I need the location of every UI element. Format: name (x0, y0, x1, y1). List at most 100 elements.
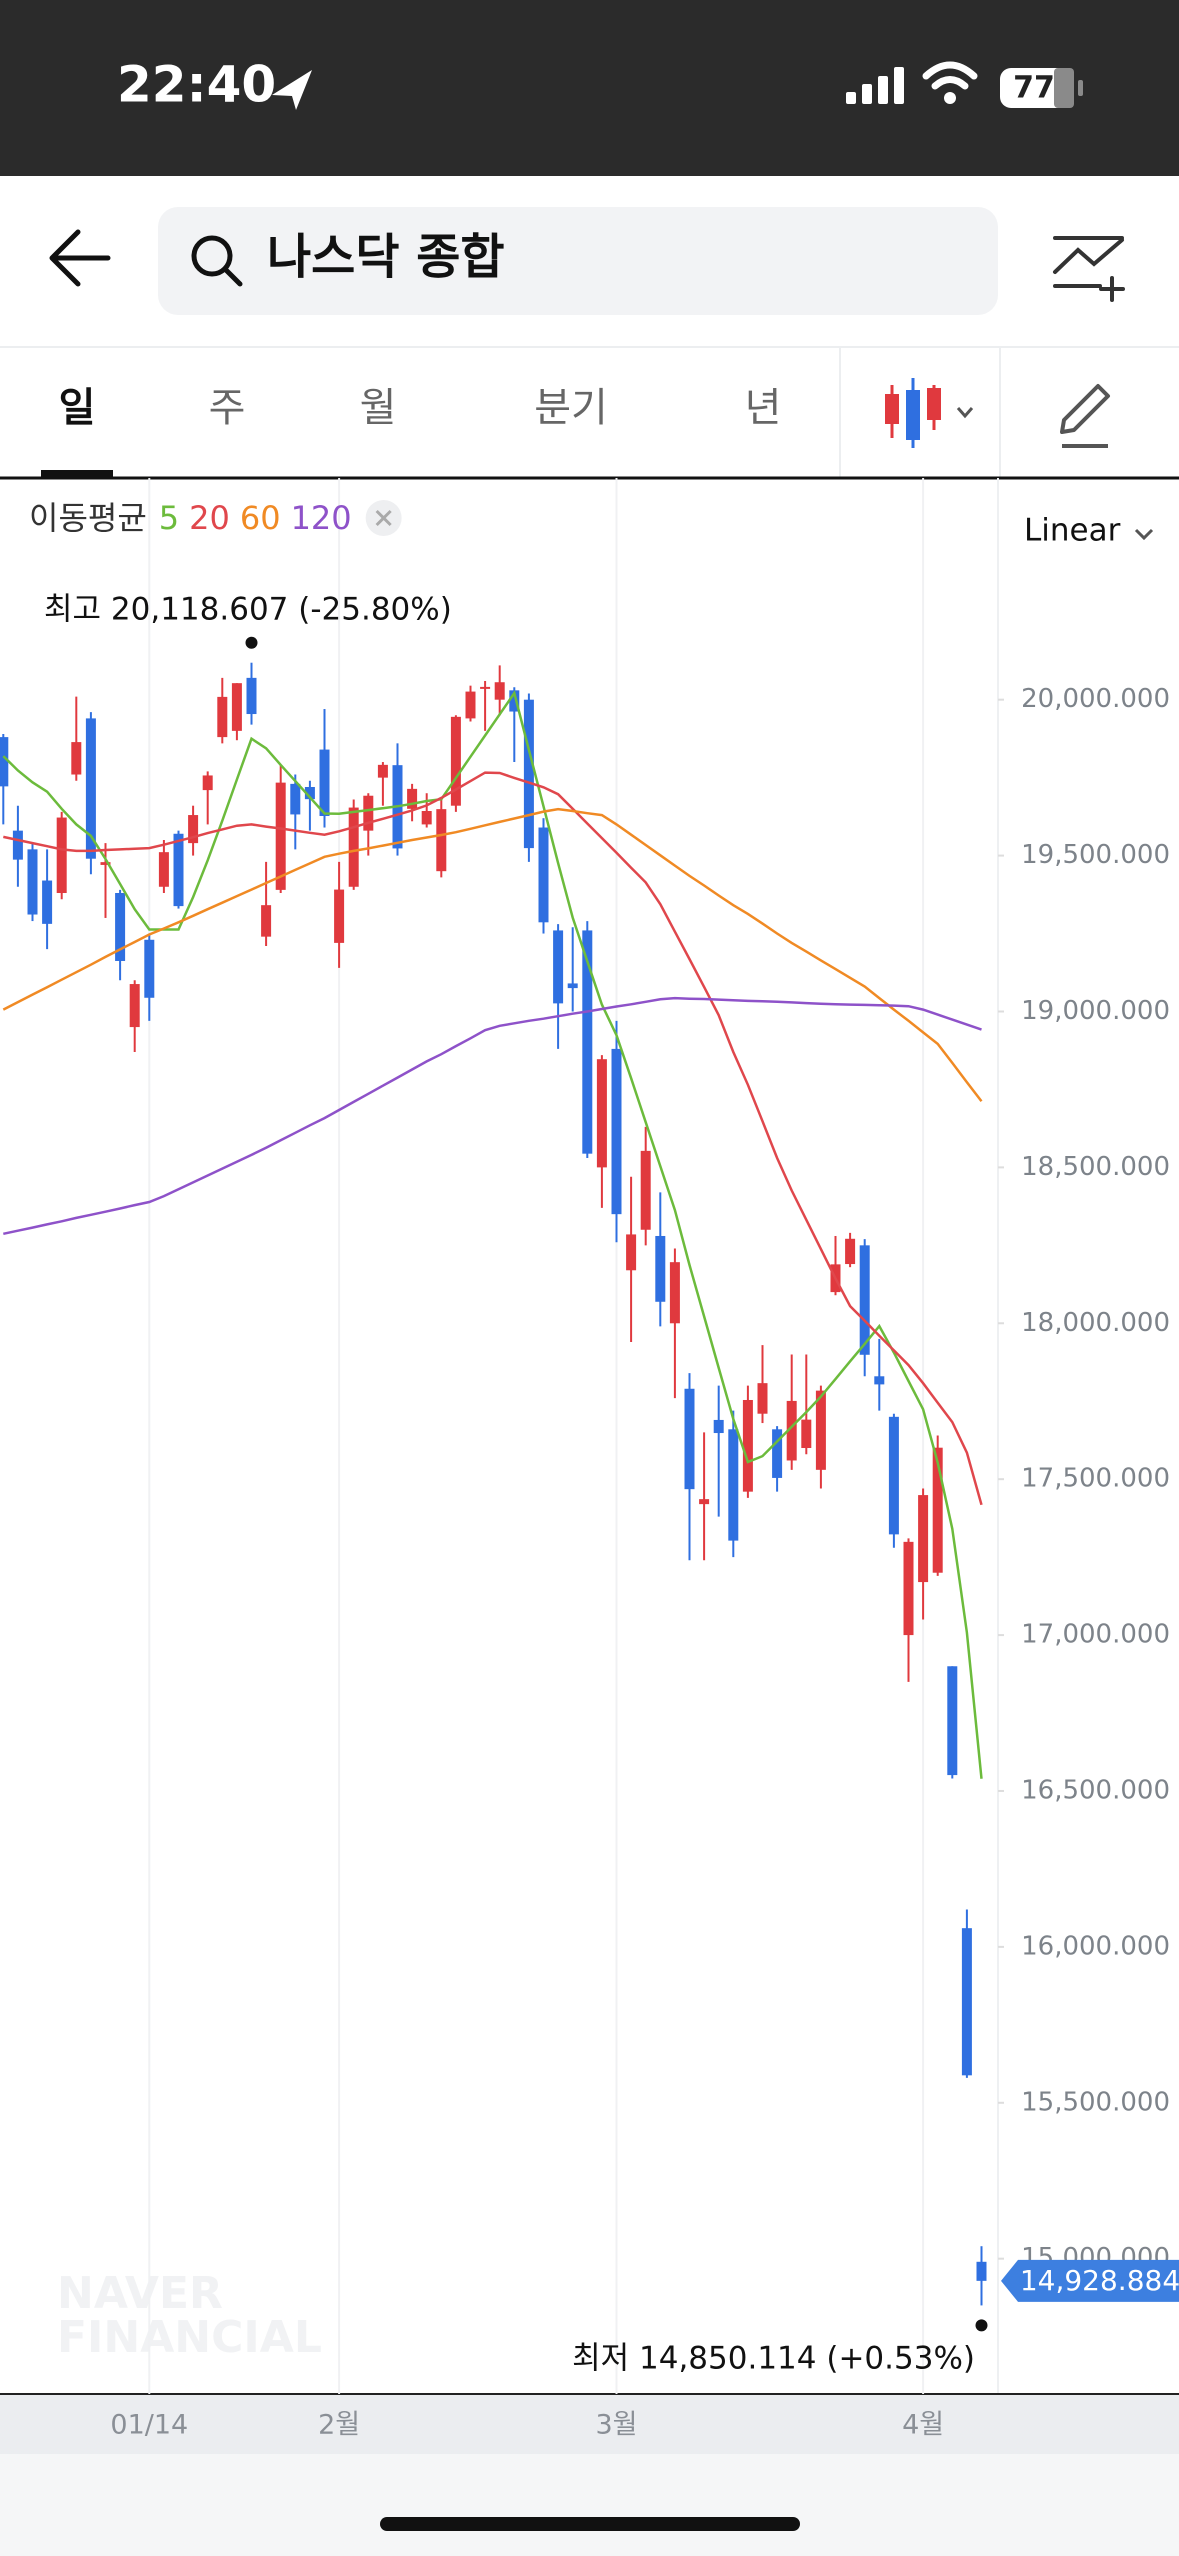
home-indicator (380, 2517, 800, 2531)
candle-body (713, 1419, 724, 1434)
candle-body (188, 815, 199, 844)
x-tick-label: 01/14 (110, 2410, 188, 2441)
candle-body (290, 783, 301, 815)
candle-body (348, 807, 359, 887)
watermark: NAVER (57, 2268, 223, 2319)
candle-body (611, 1048, 622, 1215)
candle-body (626, 1234, 637, 1271)
candle-body (480, 686, 491, 689)
y-tick-label: 15,500.000 (1021, 2087, 1170, 2117)
candle-body (0, 737, 9, 787)
ma-line (2, 807, 983, 1103)
candle-body (71, 742, 82, 775)
candle-body (874, 1376, 885, 1385)
candle-body (144, 939, 155, 998)
search-icon (191, 235, 233, 277)
last-price-tag (1001, 2259, 1179, 2302)
legend-entry: 120 (291, 499, 352, 537)
candle-body (12, 830, 23, 860)
legend-entry: 5 (159, 499, 179, 537)
candle-body (888, 1416, 899, 1535)
candle-body (363, 795, 374, 831)
y-tick-label: 16,000.000 (1021, 1931, 1170, 1961)
tab[interactable]: 월 (360, 385, 397, 431)
candle-body (246, 677, 257, 715)
scale-toggle[interactable]: Linear (1024, 513, 1121, 549)
candle-body (202, 775, 213, 791)
candle-body (494, 682, 505, 700)
signal-icon (846, 67, 904, 104)
candle-body (947, 1666, 958, 1776)
y-tick-label: 19,000.000 (1021, 996, 1170, 1026)
tab[interactable]: 주 (209, 385, 246, 431)
candle-body (129, 984, 140, 1028)
y-tick-label: 18,500.000 (1021, 1152, 1170, 1182)
candle-body (903, 1541, 914, 1636)
candle-body (961, 1928, 972, 2076)
candle-body (85, 718, 96, 859)
tab[interactable]: 일 (59, 385, 96, 431)
legend-close-x (375, 509, 392, 527)
ma-line (2, 690, 983, 1779)
x-tick-label: 4월 (902, 2410, 944, 2441)
candle-body (567, 983, 578, 989)
location-icon (272, 70, 312, 110)
tab[interactable]: 년 (745, 385, 782, 431)
candle-body (859, 1245, 870, 1355)
candle-body (918, 1495, 929, 1583)
tab-underline (41, 470, 113, 478)
wifi-icon (922, 61, 978, 90)
candle-body (158, 852, 169, 887)
candle-body (757, 1383, 768, 1414)
candle-body (377, 764, 388, 778)
ma-legend-label: 이동평균 (29, 499, 147, 537)
battery-empty (1054, 68, 1074, 108)
battery-level: 77 (1013, 71, 1055, 106)
candle-body (684, 1388, 695, 1490)
search-text: 나스닥 종합 (267, 229, 505, 285)
candle-body (319, 749, 330, 816)
candle-body (27, 849, 38, 915)
candle-body (772, 1429, 783, 1478)
legend-entry: 20 (189, 499, 230, 537)
high-marker (245, 636, 258, 649)
candle-type-icon[interactable] (885, 378, 974, 448)
candle-body (465, 691, 476, 719)
candle-body (450, 716, 461, 806)
search-icon-handle (222, 266, 243, 287)
legend-entry: 60 (240, 499, 281, 537)
candle-body (334, 889, 345, 943)
watermark: FINANCIAL (57, 2312, 322, 2363)
candle-body (56, 817, 67, 894)
draw-icon[interactable] (1060, 384, 1110, 448)
ma-line (3, 996, 982, 1236)
tab[interactable]: 분기 (534, 385, 608, 431)
candle-body (655, 1235, 666, 1302)
y-tick-label: 19,500.000 (1021, 840, 1170, 870)
candle-body (261, 905, 272, 937)
candle-body (786, 1400, 797, 1461)
candle-body (115, 893, 126, 961)
x-tick-label: 2월 (318, 2410, 360, 2441)
candle-body (523, 699, 534, 849)
candle-body (640, 1150, 651, 1230)
back-button[interactable] (49, 229, 111, 287)
candle-body (509, 690, 520, 712)
y-tick-label: 20,000.000 (1021, 684, 1170, 714)
y-tick-label: 17,000.000 (1021, 1620, 1170, 1650)
candle-body (669, 1262, 680, 1324)
candle-body (815, 1390, 826, 1470)
candle-body (304, 786, 315, 800)
candle-body (699, 1499, 710, 1505)
search-box[interactable] (158, 207, 998, 315)
candle-body (436, 809, 447, 872)
candle-body (801, 1419, 812, 1449)
candle-body (421, 811, 432, 825)
low-label: 최저 14,850.114 (+0.53%) (572, 2341, 975, 2377)
scale-chevron (1134, 528, 1154, 541)
candle-body (742, 1399, 753, 1492)
compare-icon[interactable] (1053, 236, 1125, 302)
last-price-label: 14,928.884 (1020, 2264, 1179, 2297)
candle-body (932, 1447, 943, 1573)
